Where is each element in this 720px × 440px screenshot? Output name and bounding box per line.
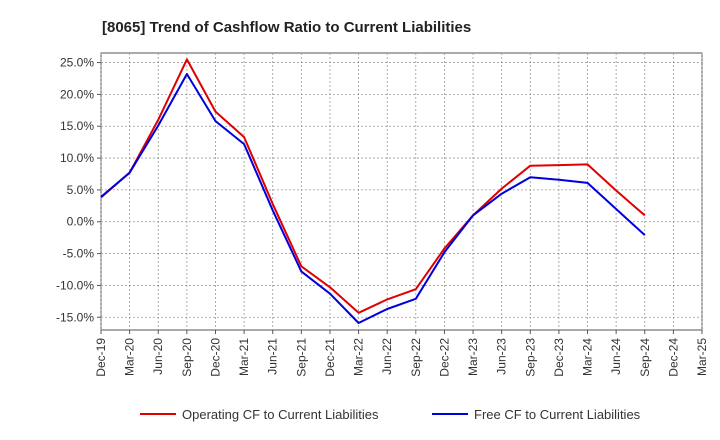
x-tick-label: Jun-21	[266, 338, 280, 375]
x-tick-label: Sep-23	[523, 338, 537, 377]
y-tick-label: 5.0%	[67, 183, 95, 197]
x-tick-label: Mar-22	[352, 338, 366, 376]
x-tick-label: Mar-24	[581, 338, 595, 376]
y-axis-ticks: 25.0% 20.0% 15.0% 10.0% 5.0% 0.0% -5.0% -10.0% -…	[56, 56, 101, 324]
x-tick-label: Jun-22	[380, 338, 394, 375]
x-tick-label: Jun-23	[495, 338, 509, 375]
grid-lines	[100, 53, 703, 330]
x-tick-label: Dec-24	[666, 338, 680, 377]
series-line-2	[100, 73, 646, 324]
x-tick-label: Sep-22	[409, 338, 423, 377]
x-tick-label: Mar-21	[237, 338, 251, 376]
legend-label: Free CF to Current Liabilities	[474, 407, 641, 422]
x-tick-label: Jun-20	[151, 338, 165, 375]
series-line-1	[100, 58, 646, 314]
legend-item-2: Free CF to Current Liabilities	[432, 407, 641, 422]
x-tick-label: Sep-21	[294, 338, 308, 377]
y-tick-label: 20.0%	[60, 87, 94, 101]
y-tick-label: 25.0%	[60, 56, 94, 70]
y-tick-label: 0.0%	[67, 215, 95, 229]
y-tick-label: -15.0%	[56, 310, 94, 324]
legend-item-1: Operating CF to Current Liabilities	[140, 407, 379, 422]
x-tick-label: Mar-23	[466, 338, 480, 376]
x-tick-label: Dec-23	[552, 338, 566, 377]
x-tick-label: Dec-21	[323, 338, 337, 377]
x-axis-ticks: Dec-19 Mar-20 Jun-20 Sep-20 Dec-20 Mar-21 Jun-…	[94, 330, 709, 377]
y-tick-label: 10.0%	[60, 151, 94, 165]
x-tick-label: Mar-20	[123, 338, 137, 376]
x-tick-label: Sep-20	[180, 338, 194, 377]
x-tick-label: Jun-24	[609, 338, 623, 375]
legend: Operating CF to Current Liabilities Free …	[140, 407, 641, 422]
series-lines	[100, 58, 646, 324]
y-tick-label: -5.0%	[63, 247, 95, 261]
x-tick-label: Mar-25	[695, 338, 709, 376]
x-tick-label: Dec-20	[208, 338, 222, 377]
y-tick-label: 15.0%	[60, 119, 94, 133]
y-tick-label: -10.0%	[56, 278, 94, 292]
legend-label: Operating CF to Current Liabilities	[182, 407, 379, 422]
x-tick-label: Dec-19	[94, 338, 108, 377]
chart-title: [8065] Trend of Cashflow Ratio to Curren…	[102, 19, 471, 36]
x-tick-label: Dec-22	[437, 338, 451, 377]
x-tick-label: Sep-24	[638, 338, 652, 377]
